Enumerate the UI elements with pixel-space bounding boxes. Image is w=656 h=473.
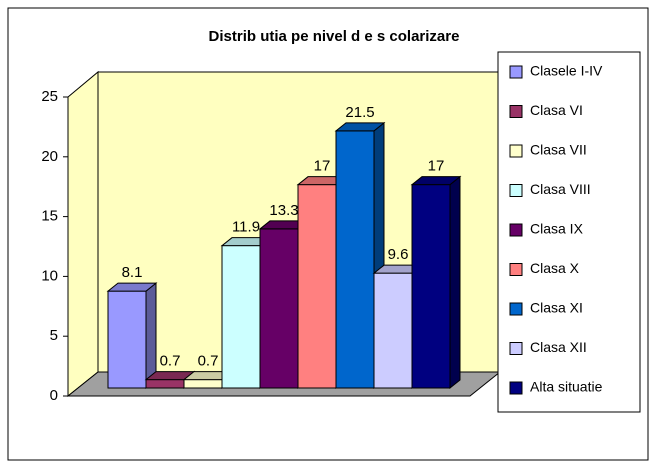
side-wall	[67, 70, 99, 398]
bar-front	[297, 184, 337, 389]
legend-swatch	[509, 381, 523, 395]
legend-label: Clasa IX	[530, 221, 584, 237]
legend-swatch	[509, 144, 523, 158]
legend-label: Clasa X	[530, 260, 580, 276]
bar-front	[259, 228, 299, 389]
bar-top	[410, 176, 462, 186]
bar-front	[411, 184, 451, 389]
y-tick-label: 0	[50, 387, 58, 404]
y-tick-label: 10	[41, 267, 58, 284]
legend-swatch	[509, 105, 523, 118]
legend-label: Clasa VI	[530, 102, 583, 118]
data-label: 17	[314, 158, 331, 175]
y-tick-label: 5	[50, 327, 58, 344]
legend-label: Clasa XI	[530, 300, 583, 316]
legend-label: Clasa VII	[530, 142, 587, 158]
y-tick-label: 20	[41, 148, 58, 165]
bar-front	[107, 290, 147, 389]
bar	[410, 175, 462, 390]
bar-front	[183, 379, 223, 389]
legend-label: Clasa VIII	[530, 181, 591, 197]
y-tick-label: 25	[41, 88, 58, 105]
data-label: 0.7	[160, 353, 181, 370]
bar-front	[145, 379, 185, 389]
data-label: 9.6	[388, 246, 409, 263]
data-label: 13.3	[269, 202, 298, 219]
legend-label: Clasa XII	[530, 339, 587, 355]
y-tick-label: 15	[41, 208, 58, 225]
data-label: 0.7	[198, 353, 219, 370]
bar-top	[334, 122, 386, 132]
legend-swatch	[509, 184, 523, 197]
bar	[106, 282, 158, 390]
bar-side	[449, 175, 461, 390]
chart-title: Distrib utia pe nivel d e s colarizare	[209, 28, 460, 45]
legend-swatch	[509, 65, 523, 79]
data-label: 17	[428, 158, 445, 175]
legend-swatch	[509, 342, 523, 355]
data-label: 8.1	[122, 264, 143, 281]
legend-label: Alta situatie	[530, 379, 603, 395]
bar-top	[106, 282, 158, 292]
bar-front	[221, 245, 261, 389]
bar-front	[373, 272, 413, 389]
data-label: 11.9	[232, 219, 260, 236]
legend-swatch	[509, 223, 523, 237]
bar-front	[335, 130, 375, 389]
legend-swatch	[509, 302, 523, 316]
legend-label: Clasele I-IV	[530, 63, 603, 79]
data-label: 21.5	[345, 104, 374, 121]
legend-swatch	[509, 263, 523, 276]
